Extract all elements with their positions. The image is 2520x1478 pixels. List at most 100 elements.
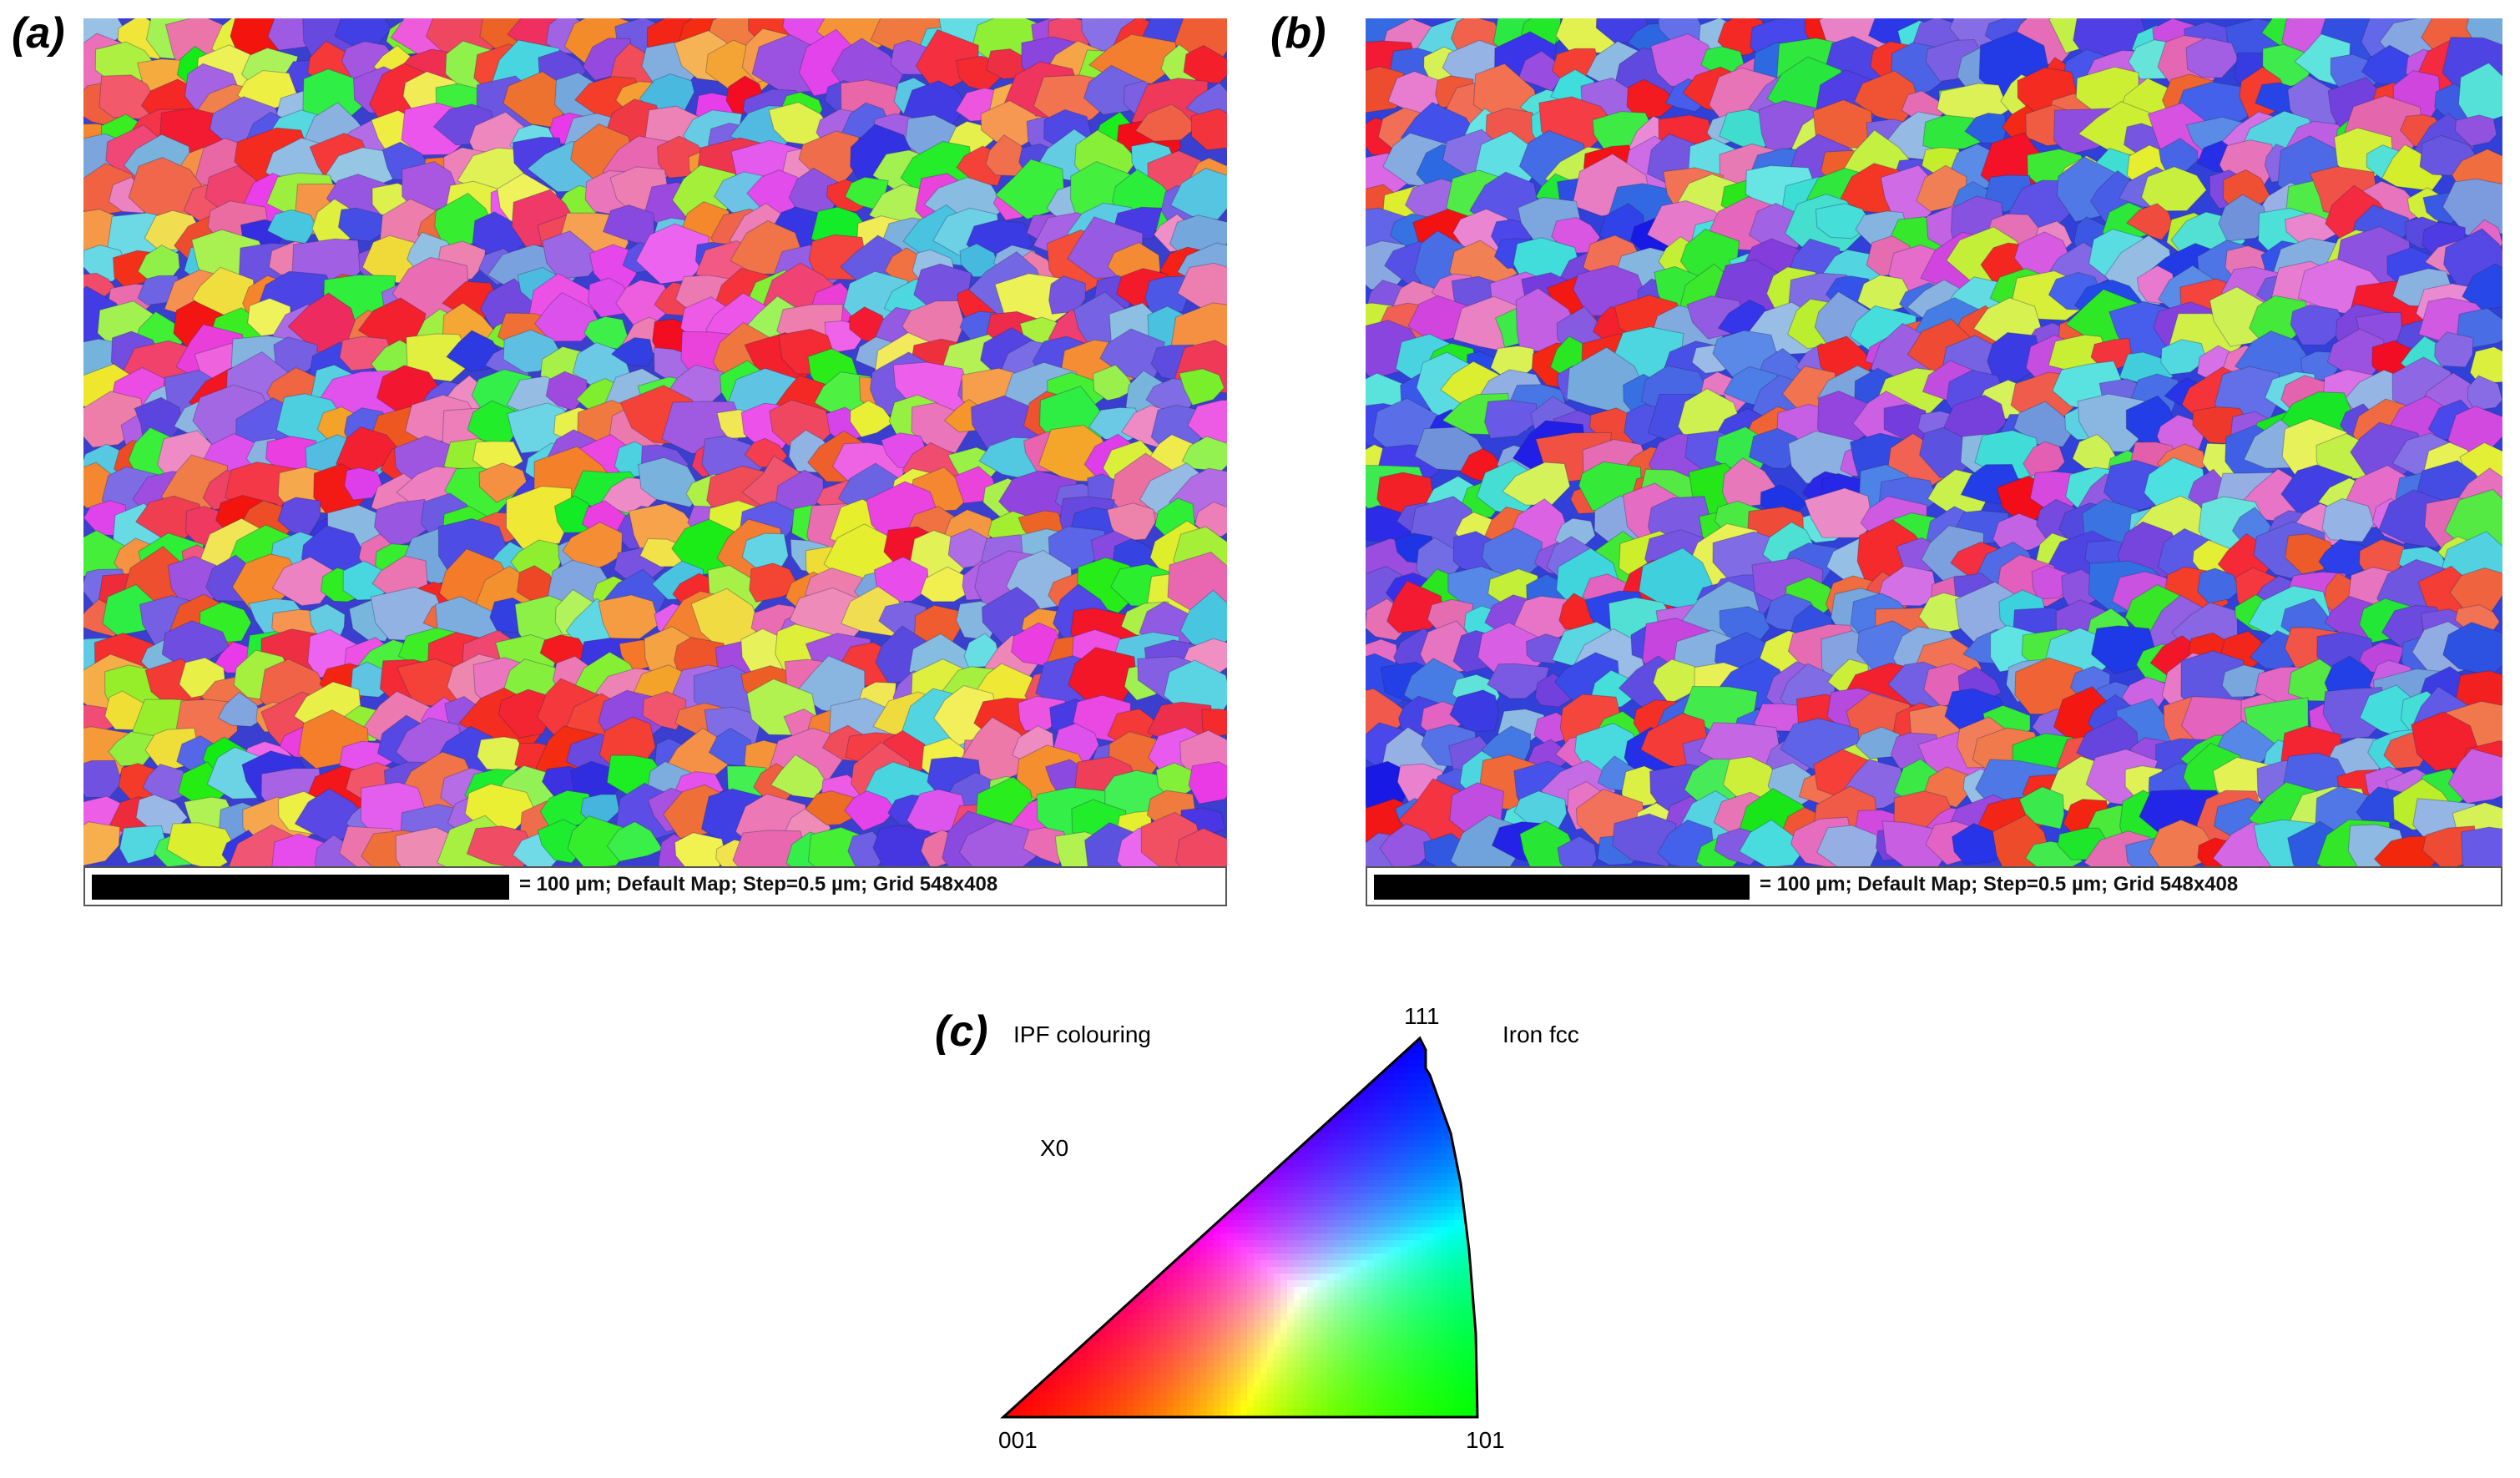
grain [1407,295,1471,343]
grain [1526,633,1563,664]
grain [1922,114,1982,151]
scale-bar-line-a [92,875,509,900]
grain [1992,512,2050,555]
ipf-phase: Iron fcc [1502,1021,1579,1047]
grain [166,822,240,866]
grain [610,337,654,367]
grain [2434,331,2474,368]
grain [2454,114,2497,147]
grain [637,457,703,508]
grain [271,556,337,607]
panel-label-b: (b) [1270,9,1326,58]
grain [1557,835,1598,866]
grain [749,562,800,603]
ipf-triangle-outline [1000,1036,1479,1419]
grain [872,825,935,866]
grain [2125,203,2174,241]
scale-bar-text-b: = 100 µm; Default Map; Step=0.5 µm; Grid… [1760,873,2239,895]
grain [1449,689,1499,734]
grain [1379,823,1437,866]
grain [1188,761,1227,805]
grain [873,556,930,603]
grain [2185,37,2240,78]
ipf-corner-001: 001 [998,1427,1038,1453]
grain [1816,825,1880,866]
ebsd-map-a [83,18,1227,866]
panel-label-a: (a) [12,9,65,58]
grain [1652,658,1708,705]
grain [2447,748,2502,805]
grain [2318,538,2374,578]
grain [1484,399,1538,439]
ipf-legend: (c) IPF colouring Iron fcc X0 111 001 10… [935,1005,1636,1478]
grain [2321,497,2375,542]
grain [2469,346,2502,385]
ipf-corner-111: 111 [1404,1003,1440,1029]
ebsd-grain-map-a [83,18,1227,866]
grain [266,209,317,245]
grain [844,176,889,210]
grain [805,790,866,826]
grain [2467,375,2502,411]
grain [83,821,121,866]
grain [406,333,473,382]
ipf-corner-101: 101 [1466,1427,1505,1453]
scale-bar-text-a: = 100 µm; Default Map; Step=0.5 µm; Grid… [519,873,998,895]
grain [1092,364,1136,401]
grain [1177,262,1227,313]
scale-bar-line-b [1374,875,1750,900]
grain [2197,567,2241,604]
grain [1183,44,1227,84]
grain [542,230,604,280]
panel-label-c: (c) [935,1007,988,1056]
grain [478,462,528,503]
grain [1804,487,1873,538]
grain [770,754,828,800]
grain [850,400,895,438]
grain [2462,263,2502,310]
grain [373,498,429,548]
grain [1187,399,1227,446]
grain [1855,726,1901,759]
grain [2031,564,2072,600]
scale-bar-b: = 100 µm; Default Map; Step=0.5 µm; Grid… [1366,866,2502,906]
grain [2141,166,2207,212]
grain [2018,786,2065,830]
grain [217,692,264,728]
grain [1739,819,1802,866]
grain [562,522,623,573]
grain [2218,194,2270,242]
grain [1487,663,1550,699]
grain [1106,502,1156,542]
grain [1753,703,1803,732]
grain [446,330,502,372]
grain [1190,108,1227,151]
ebsd-map-b [1366,18,2502,866]
grain [732,830,807,866]
grain [2461,826,2502,866]
grain [545,371,588,411]
grain [337,207,388,242]
grain [1877,565,1938,607]
grain [1626,78,1678,120]
grain [2023,441,2066,477]
grain [1134,103,1198,142]
grain [2160,339,2208,376]
grain [844,790,897,832]
grain [2290,304,2347,346]
grain [920,566,972,603]
grain [1179,368,1225,406]
grain [534,291,600,342]
grain [497,689,553,739]
grain [1175,827,1227,866]
grain [119,825,167,865]
ebsd-grain-map-b [1366,18,2502,866]
grain [2457,62,2502,128]
grain [906,789,967,835]
grain [344,467,382,501]
grain [958,820,1037,866]
ipf-direction: X0 [1040,1135,1069,1161]
ipf-triangle [1000,1036,1479,1419]
grain [994,159,1066,220]
grain [606,821,664,862]
